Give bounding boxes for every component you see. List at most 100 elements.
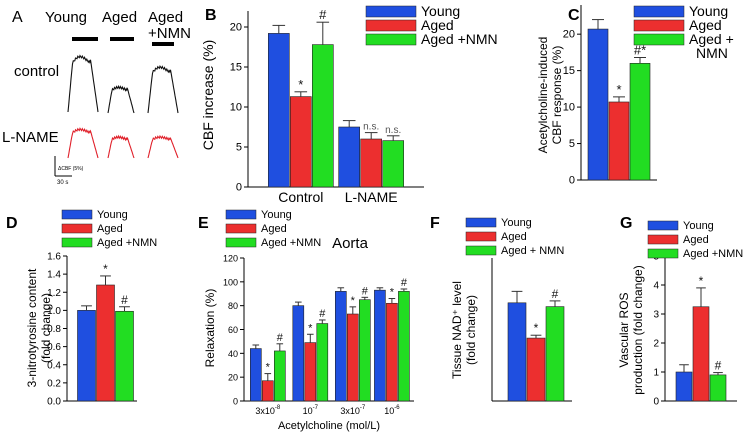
- legend-label: Aged: [501, 231, 527, 243]
- significance-label: #: [715, 359, 722, 373]
- bar: [273, 350, 286, 402]
- y-axis-label-line2: CBF response (%): [550, 46, 564, 145]
- category-exponent: -7: [313, 405, 319, 411]
- bar: [675, 371, 693, 402]
- legend-swatch: [633, 33, 685, 46]
- bar: [629, 63, 651, 181]
- significance-label: #: [319, 7, 327, 22]
- legend-swatch: [647, 248, 679, 259]
- panel-b: B 0 5 10 15 20 CBF increase (%) * # Control n.s. n.…: [200, 3, 498, 205]
- y-tick-label: 0.4: [47, 360, 61, 371]
- category-label: 10-6: [384, 405, 400, 416]
- legend-label: Young: [689, 3, 728, 19]
- significance-label: #: [401, 277, 408, 289]
- significance-label: #: [121, 293, 128, 307]
- panel-a-letter: A: [12, 9, 23, 26]
- y-tick-label: 100: [223, 277, 238, 287]
- category-exponent: -8: [275, 405, 281, 411]
- x-axis-label: Acetylcholine (mol/L): [278, 420, 380, 432]
- bar: [250, 348, 262, 402]
- row-label-lname: L-NAME: [2, 129, 59, 146]
- panel-a-group-aged: Aged: [102, 9, 137, 26]
- y-tick-label: 3: [653, 310, 659, 321]
- trace-lname-young: [67, 127, 99, 159]
- y-tick-label: 0.8: [47, 324, 61, 335]
- y-tick-label: 0: [569, 175, 575, 187]
- y-tick-label: 1.2: [47, 288, 61, 299]
- legend-swatch: [465, 217, 497, 228]
- bar: [346, 313, 359, 402]
- category-label: Control: [278, 189, 323, 205]
- significance-label: *: [390, 287, 395, 299]
- legend-label: Young: [261, 209, 292, 221]
- traces: [67, 54, 179, 159]
- bar: [77, 310, 96, 402]
- y-tick-label: 15: [230, 62, 242, 74]
- category-label: 10-7: [303, 405, 319, 416]
- legend-swatch: [365, 5, 417, 18]
- y-tick-label: 0.2: [47, 378, 61, 389]
- legend-swatch: [225, 223, 257, 234]
- legend-label: Aged +NMN: [97, 237, 157, 249]
- significance-label: #: [277, 332, 284, 344]
- y-axis-label-line2: production (fold change): [631, 265, 645, 394]
- scalebar-x-label: 30 s: [57, 180, 68, 186]
- row-label-control: control: [14, 63, 59, 80]
- panel-letter: B: [205, 7, 217, 24]
- legend-label: Aged: [689, 17, 722, 33]
- y-axis-label-line1: Tissue NAD⁺ level: [450, 281, 464, 379]
- trace-lname-aged-nmn: [147, 134, 179, 159]
- category-exponent: -7: [360, 405, 366, 411]
- trace-control-aged: [107, 84, 135, 114]
- legend-label: Aged: [421, 17, 454, 33]
- significance-label: #: [362, 285, 369, 297]
- significance-label: n.s.: [385, 125, 401, 136]
- panel-a-group-young: Young: [45, 9, 87, 26]
- trace-control-aged-nmn: [147, 65, 179, 114]
- significance-label: #: [319, 308, 326, 320]
- legend-swatch: [365, 19, 417, 32]
- significance-label: *: [266, 362, 271, 374]
- significance-label: *: [534, 321, 539, 335]
- y-tick-label: 5: [569, 138, 575, 150]
- y-tick-label: 0.0: [47, 397, 61, 408]
- panel-a-group-aged-nmn-1: Aged: [148, 9, 183, 26]
- legend-swatch: [365, 33, 417, 46]
- stim-bar-aged-nmn: [152, 42, 174, 46]
- scalebar-y-label: ΔCBF (5%): [58, 166, 84, 172]
- legend-label: Young: [501, 217, 532, 229]
- y-axis-label: Relaxation (%): [203, 289, 217, 368]
- y-tick-label: 1.6: [47, 252, 61, 263]
- category-exponent: -6: [394, 405, 400, 411]
- bar: [304, 342, 317, 402]
- legend-swatch: [633, 19, 685, 32]
- significance-label: *: [298, 77, 303, 92]
- panel-a-group-aged-nmn-2: +NMN: [148, 25, 191, 42]
- significance-label: n.s.: [363, 122, 379, 133]
- legend-swatch: [225, 237, 257, 248]
- bar: [386, 302, 398, 402]
- y-tick-label: 1.0: [47, 306, 61, 317]
- significance-label: #*: [634, 43, 646, 58]
- y-axis-label-line1: Vascular ROS: [617, 292, 631, 367]
- y-tick-label: 0: [236, 182, 242, 194]
- stim-bar-aged: [110, 37, 134, 41]
- y-tick-label: 1.4: [47, 270, 61, 281]
- category-label: 3x10-8: [255, 405, 281, 416]
- y-tick-label: 1: [653, 368, 659, 379]
- panel-letter: D: [6, 215, 18, 232]
- legend-label: Aged: [683, 234, 709, 246]
- legend-label: Aged +: [689, 31, 734, 47]
- y-tick-label: 0: [653, 397, 659, 408]
- bar: [709, 374, 727, 402]
- y-tick-label: 0: [233, 397, 238, 407]
- significance-label: *: [616, 82, 621, 97]
- category-label: 3x10-7: [340, 405, 366, 416]
- legend-label: Aged +NMN: [421, 31, 498, 47]
- bar: [608, 101, 630, 181]
- y-tick-label: 4: [653, 281, 659, 292]
- legend-label: Aged +NMN: [683, 248, 743, 260]
